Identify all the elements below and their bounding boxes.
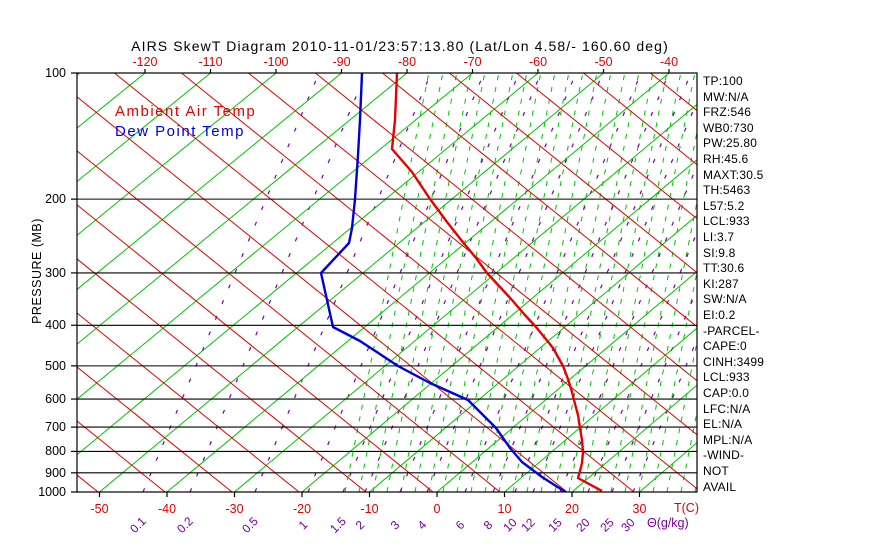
bottom-temp-tick-label: -30 [225, 502, 244, 516]
pressure-tick-label: 1000 [38, 485, 66, 499]
pressure-axis-title: PRESSURE (MB) [30, 218, 44, 324]
top-temp-tick-label: -50 [594, 55, 613, 69]
stat-row: TT:30.6 [703, 261, 745, 276]
mixing-ratio-unit-label: Θ(g/kg) [647, 516, 689, 530]
stat-row: EI:0.2 [703, 308, 736, 322]
stat-row: MPL:N/A [703, 432, 753, 447]
pressure-tick-label: 100 [45, 66, 66, 80]
stat-row: LI:3.7 [703, 230, 735, 244]
stat-row: FRZ:546 [703, 105, 752, 120]
stat-row: SW:N/A [703, 292, 747, 307]
pressure-tick-label: 200 [45, 192, 66, 207]
bottom-temp-tick-label: 10 [497, 502, 512, 516]
temperature-profile-line [390, 73, 603, 492]
pressure-tick-label: 600 [45, 392, 66, 407]
bottom-temp-tick-label: -50 [90, 502, 109, 516]
bottom-temp-tick-label: -10 [360, 502, 379, 516]
stat-row: NOT [703, 464, 729, 478]
dewpoint-profile-line [319, 73, 568, 492]
bottom-temp-tick-label: 20 [565, 502, 579, 516]
top-temp-tick-label: -120 [132, 55, 158, 69]
stat-row: L57:5.2 [703, 198, 745, 213]
stat-row: CAPE:0 [703, 339, 747, 354]
stat-row: AVAIL [703, 479, 737, 494]
stat-row: RH:45.6 [703, 152, 749, 166]
stat-row: CINH:3499 [703, 354, 765, 369]
top-temp-tick-label: -100 [263, 55, 289, 69]
stat-row: MAXT:30.5 [703, 167, 764, 182]
top-temp-tick-label: -80 [397, 55, 417, 69]
pressure-tick-label: 900 [45, 465, 66, 480]
legend-dew-point-temp: Dew Point Temp [115, 123, 245, 140]
bottom-temp-tick-label: -40 [157, 502, 177, 516]
stat-row: LFC:N/A [703, 401, 751, 416]
temp-axis-unit-label: T(C) [674, 501, 699, 515]
stat-row: TH:5463 [703, 183, 751, 198]
stat-row: SI:9.8 [703, 245, 736, 260]
stat-row: CAP:0.0 [703, 386, 750, 400]
stat-row: PW:25.80 [703, 136, 758, 151]
pressure-tick-label: 400 [45, 318, 66, 333]
pressure-tick-label: 800 [45, 444, 66, 459]
stat-row: WB0:730 [703, 120, 754, 135]
pressure-tick-label: 300 [45, 265, 66, 280]
bottom-temp-tick-label: -20 [292, 502, 312, 516]
stat-row: TP:100 [703, 74, 743, 88]
stat-row: LCL:933 [703, 214, 750, 229]
pressure-tick-label: 700 [45, 420, 66, 435]
pressure-tick-label: 500 [45, 358, 66, 373]
stat-row: -WIND- [703, 448, 745, 463]
plot-border-and-ticks [71, 69, 698, 497]
stat-row: MW:N/A [703, 89, 749, 104]
top-temp-tick-label: -40 [659, 55, 679, 69]
bottom-temp-tick-label: 0 [433, 502, 441, 516]
grid-lines [77, 73, 697, 492]
top-temp-tick-label: -70 [463, 55, 482, 69]
chart-title: AIRS SkewT Diagram 2010-11-01/23:57:13.8… [131, 38, 669, 54]
stat-row: KI:287 [703, 276, 739, 291]
stat-row: EL:N/A [703, 417, 743, 432]
stat-row: LCL:933 [703, 370, 750, 385]
legend-ambient-air-temp: Ambient Air Temp [115, 103, 257, 120]
top-temp-tick-label: -60 [528, 55, 548, 69]
stat-row: -PARCEL- [703, 323, 760, 338]
bottom-temp-tick-label: 30 [632, 502, 647, 516]
top-temp-tick-label: -90 [332, 55, 351, 69]
top-temp-tick-label: -110 [198, 55, 223, 69]
